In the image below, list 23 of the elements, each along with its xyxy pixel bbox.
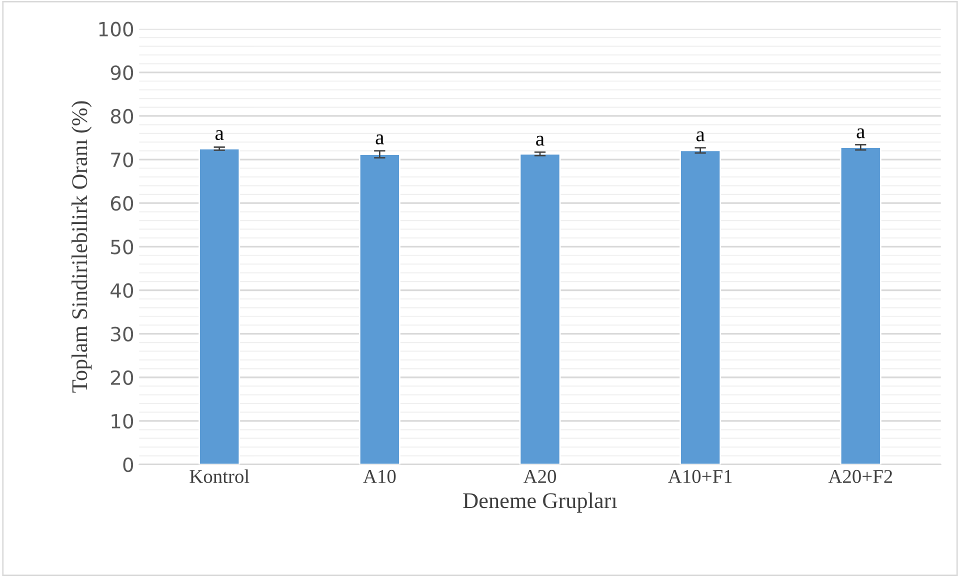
x-tick-label: A10 (363, 470, 396, 484)
y-tick-label: 40 (110, 283, 134, 298)
y-tick-label: 80 (110, 108, 134, 124)
y-axis-title: Toplam Sindirilebilirk Oranı (%) (72, 101, 92, 393)
x-tick-label: A20+F2 (828, 470, 892, 484)
annotation: a (856, 128, 865, 138)
y-tick-label: 90 (110, 65, 134, 80)
x-tick-label: Kontrol (190, 469, 250, 484)
y-tick-label: 100 (99, 22, 134, 37)
y-tick-label: 20 (111, 370, 134, 386)
y-tick-label: 0 (123, 457, 134, 472)
annotation: a (215, 130, 224, 140)
x-tick-label: A20 (523, 470, 556, 484)
x-tick-label: A10+F1 (668, 470, 732, 484)
x-axis-title: Deneme Grupları (463, 492, 618, 513)
y-tick-label: 30 (111, 326, 134, 342)
y-tick-label: 70 (111, 152, 134, 168)
y-tick-label: 60 (110, 196, 134, 211)
annotation: a (696, 131, 705, 142)
annotation: a (536, 136, 544, 146)
y-tick-label: 50 (111, 240, 134, 254)
annotation: a (376, 134, 384, 144)
y-tick-label: 10 (112, 414, 134, 429)
